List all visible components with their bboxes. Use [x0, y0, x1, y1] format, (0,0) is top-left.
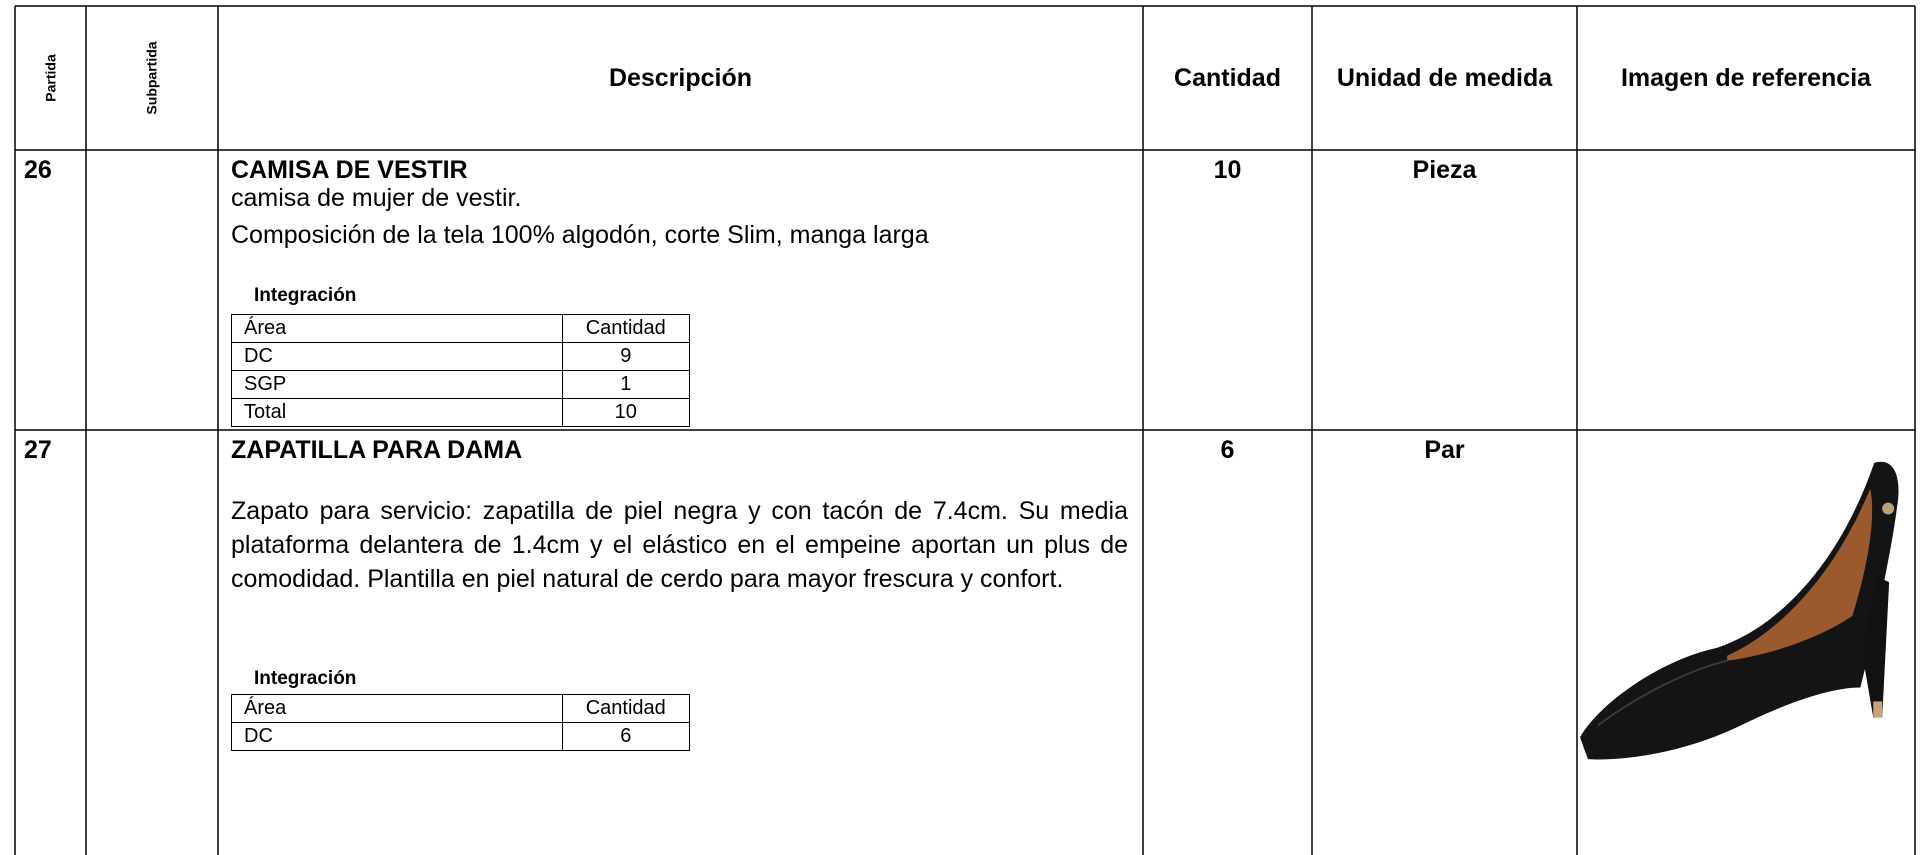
- integration-title: Integración: [254, 668, 357, 689]
- reference-image: [1578, 456, 1914, 760]
- integration-cell: 1: [561, 370, 691, 399]
- integration-cell: Área: [231, 694, 563, 723]
- description-text: Zapato para servicio: zapatilla de piel …: [231, 497, 1128, 593]
- unidad: Par: [1424, 436, 1465, 464]
- integration-table: Área Cantidad DC 6: [231, 694, 691, 751]
- integration-row: Área Cantidad: [231, 694, 691, 723]
- description: Zapato para servicio: zapatilla de piel …: [231, 494, 1128, 596]
- integration-cell: SGP: [231, 370, 563, 399]
- header-cell: Partida: [15, 6, 86, 150]
- integration-cell: Cantidad: [561, 694, 691, 723]
- header-cell: Unidad de medida: [1336, 64, 1553, 92]
- integration-row: DC 6: [231, 722, 691, 751]
- description: camisa de mujer de vestir. Composición de…: [231, 180, 929, 254]
- integration-row: SGP 1: [231, 370, 691, 399]
- integration-cell: 10: [561, 398, 691, 427]
- integration-cell: DC: [231, 722, 563, 751]
- header-cell: Imagen de referencia: [1620, 64, 1872, 92]
- integration-cell: 9: [561, 342, 691, 371]
- header-cell: Cantidad: [1174, 64, 1281, 92]
- cantidad: 10: [1213, 156, 1242, 184]
- partida: 26: [24, 156, 52, 184]
- description-text: Composición de la tela 100% algodón, cor…: [231, 221, 929, 249]
- cantidad: 6: [1220, 436, 1235, 464]
- integration-row: Área Cantidad: [231, 314, 691, 343]
- integration-row: DC 9: [231, 342, 691, 371]
- integration-row: Total 10: [231, 398, 691, 427]
- integration-title: Integración: [254, 285, 357, 306]
- header-text: Partida: [42, 54, 59, 102]
- item-title: CAMISA DE VESTIR: [231, 156, 468, 184]
- partida: 27: [24, 436, 52, 464]
- shoe-image: [1579, 461, 1899, 760]
- integration-cell: Área: [231, 314, 563, 343]
- integration-cell: 6: [561, 722, 691, 751]
- item-title: ZAPATILLA PARA DAMA: [231, 436, 523, 464]
- header-text: Subpartida: [144, 41, 160, 115]
- integration-cell: Cantidad: [561, 314, 691, 343]
- integration-cell: Total: [231, 398, 563, 427]
- header-cell: Subpartida: [86, 6, 218, 150]
- header-cell: Descripción: [608, 64, 753, 92]
- description-text: camisa de mujer de vestir.: [231, 184, 522, 212]
- integration-table: Área Cantidad DC 9 SGP 1 Total 10: [231, 314, 691, 427]
- integration-cell: DC: [231, 342, 563, 371]
- unidad: Pieza: [1412, 156, 1477, 184]
